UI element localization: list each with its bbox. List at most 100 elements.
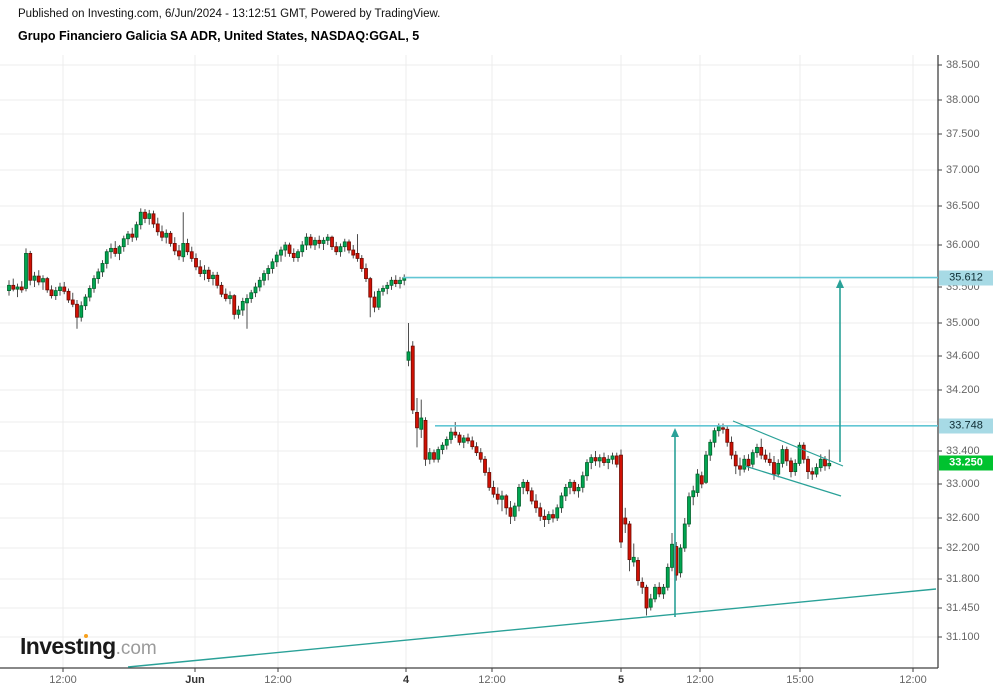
candle	[708, 439, 713, 461]
candle	[330, 235, 334, 251]
candle	[797, 442, 802, 466]
candle	[704, 451, 708, 484]
candle	[483, 455, 487, 476]
price-tick-label: 37.000	[946, 164, 980, 176]
analyst-drawings-layer	[127, 276, 938, 668]
time-tick-label: 5	[617, 674, 625, 686]
candle	[53, 287, 58, 300]
candle	[385, 281, 390, 295]
candle	[130, 227, 135, 242]
candle	[406, 323, 411, 367]
candle	[70, 292, 75, 308]
candle	[151, 210, 156, 228]
candle	[750, 449, 755, 468]
price-tick-label: 31.800	[946, 573, 980, 585]
up-arrow-1[interactable]	[671, 428, 679, 617]
wedge-upper-line[interactable]	[732, 420, 844, 467]
candle	[202, 265, 207, 281]
candle	[92, 275, 96, 293]
candle	[109, 243, 113, 259]
candle	[232, 294, 237, 320]
candle	[334, 241, 339, 256]
candle	[283, 241, 288, 257]
candle	[117, 245, 122, 261]
candle	[572, 479, 577, 495]
candle	[325, 234, 330, 245]
candle	[653, 583, 657, 603]
candle	[810, 467, 815, 480]
price-tick-label: 38.500	[946, 59, 980, 71]
candle	[423, 417, 428, 466]
candle	[351, 245, 356, 259]
candle	[96, 268, 101, 284]
candle	[576, 484, 581, 498]
candle	[342, 238, 347, 252]
candle	[504, 494, 509, 515]
candle	[806, 455, 810, 480]
wedge-lower-line[interactable]	[744, 465, 842, 497]
candle	[538, 502, 543, 521]
time-tick-label: 12:00	[478, 674, 506, 686]
candle	[644, 584, 649, 616]
price-tick-label: 36.500	[946, 200, 980, 212]
logo-suffix: .com	[115, 638, 157, 659]
candle	[738, 457, 742, 476]
candle	[134, 221, 139, 241]
candle	[266, 265, 271, 281]
candle	[308, 234, 313, 249]
candle	[568, 479, 572, 495]
candle	[508, 501, 513, 524]
candle	[100, 260, 105, 277]
candle	[168, 230, 173, 247]
up-arrow-2[interactable]	[836, 279, 844, 462]
time-tick-label: Jun	[185, 674, 205, 686]
logo-orange-dot-i: ı	[82, 633, 89, 659]
candle	[36, 270, 41, 286]
candle	[172, 237, 177, 256]
candle	[211, 271, 215, 286]
candle	[49, 285, 54, 299]
candle	[364, 263, 368, 282]
candle	[402, 274, 407, 286]
investing-logo: Investıng.com	[20, 633, 157, 660]
candle	[801, 442, 806, 464]
candle	[814, 463, 819, 478]
time-tick-label: 15:00	[786, 674, 814, 686]
candle	[32, 271, 37, 287]
candle	[449, 427, 453, 444]
candle	[419, 399, 424, 438]
candle	[274, 251, 279, 267]
candle	[215, 271, 220, 289]
candle	[546, 511, 551, 524]
candle	[589, 454, 594, 470]
price-tag-35612: 35.612	[939, 270, 993, 286]
candle	[291, 248, 296, 262]
candle	[551, 509, 555, 523]
candle	[712, 427, 717, 448]
price-tag-33250: 33.250	[939, 455, 993, 471]
candle	[670, 533, 674, 572]
candle	[427, 448, 432, 465]
candle	[143, 209, 147, 224]
candle	[177, 245, 181, 261]
candle	[827, 449, 832, 470]
candle	[415, 398, 419, 448]
candle	[436, 446, 441, 463]
candle	[15, 283, 20, 298]
candle	[87, 285, 92, 302]
candle	[602, 452, 606, 466]
logo-part1: Invest	[20, 633, 83, 659]
candle	[389, 276, 394, 290]
candle	[776, 459, 781, 478]
candle	[555, 504, 560, 521]
candle	[257, 276, 262, 292]
candle	[113, 241, 118, 257]
candle	[631, 543, 636, 567]
candle	[517, 484, 521, 512]
candle	[678, 544, 683, 578]
candle	[512, 502, 517, 521]
rising-trendline[interactable]	[127, 588, 937, 668]
candle	[198, 260, 203, 277]
price-tick-label: 36.000	[946, 239, 980, 251]
